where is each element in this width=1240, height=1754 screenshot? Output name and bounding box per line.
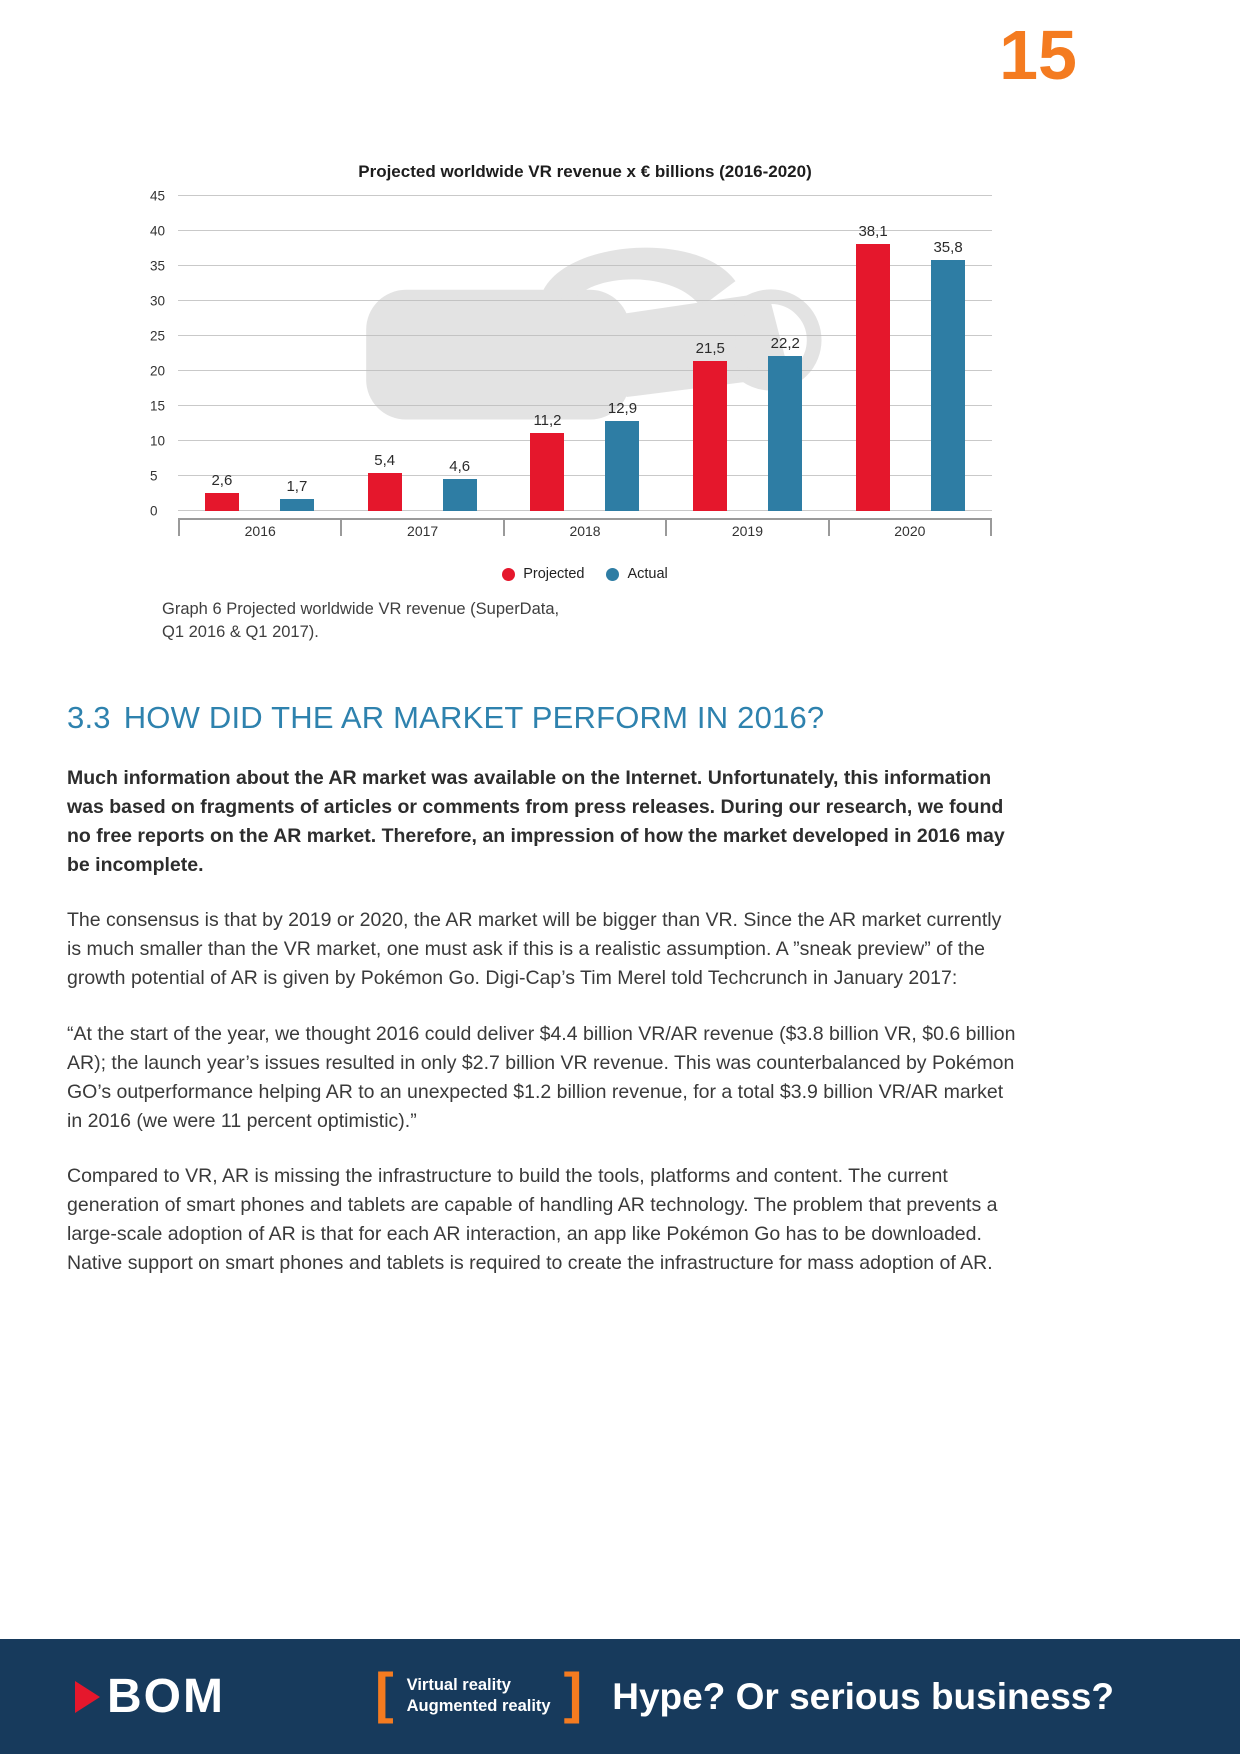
- bar: [605, 420, 640, 511]
- chart-caption-line2: Q1 2016 & Q1 2017).: [162, 623, 319, 642]
- footer-tagline: [ Virtual reality Augmented reality ]: [374, 1661, 583, 1725]
- paragraph-quote: “At the start of the year, we thought 20…: [67, 1022, 1016, 1132]
- chart-caption: Graph 6 Projected worldwide VR revenue (…: [162, 598, 1240, 644]
- legend-dot-icon: [606, 567, 620, 581]
- y-axis-label-15: 15: [150, 398, 166, 414]
- x-axis-label-2016: 2016: [178, 520, 340, 539]
- gridline-5: [178, 475, 992, 477]
- y-axis-label-30: 30: [150, 293, 166, 309]
- bar-projected-2020: 38,1: [856, 223, 891, 511]
- bar-group-2016: 2,6 1,7: [178, 196, 341, 511]
- chart-section: Projected worldwide VR revenue x € billi…: [150, 162, 993, 582]
- gridline-30: [178, 300, 992, 301]
- y-axis-label-45: 45: [150, 188, 166, 204]
- bar-actual-2016: 1,7: [279, 478, 314, 511]
- y-axis-label-10: 10: [150, 433, 166, 449]
- bar: [530, 432, 565, 511]
- footer: BOM [ Virtual reality Augmented reality …: [0, 1639, 1240, 1754]
- y-axis-label-5: 5: [150, 468, 158, 484]
- bar: [204, 492, 239, 511]
- chart-caption-line1: Graph 6 Projected worldwide VR revenue (…: [162, 600, 560, 618]
- bar-value-label: 11,2: [533, 411, 562, 429]
- bar-value-label: 12,9: [607, 399, 638, 417]
- bar: [442, 478, 477, 511]
- section-title: HOW DID THE AR MARKET PERFORM IN 2016?: [123, 700, 825, 736]
- bar-group-2017: 5,4 4,6: [341, 196, 504, 511]
- bar-projected-2019: 21,5: [693, 339, 728, 511]
- section-number: 3.3: [67, 700, 111, 736]
- bom-logo: BOM: [75, 1669, 225, 1723]
- vr-headset-watermark-icon: [365, 247, 822, 420]
- logo-text: BOM: [107, 1669, 225, 1723]
- gridline-25: [178, 335, 992, 336]
- gridline-35: [178, 265, 992, 266]
- bar: [367, 473, 402, 511]
- paragraph-consensus: The consensus is that by 2019 or 2020, t…: [67, 909, 1002, 990]
- legend-label: Actual: [627, 566, 668, 582]
- page-number: 15: [999, 16, 1077, 94]
- bar-value-label: 2,6: [211, 471, 233, 489]
- bar: [279, 499, 314, 511]
- legend-item-projected: Projected: [502, 566, 584, 582]
- section-heading: 3.3 HOW DID THE AR MARKET PERFORM IN 2016…: [67, 700, 1240, 736]
- paragraph-infrastructure: Compared to VR, AR is missing the infras…: [67, 1164, 998, 1274]
- bar: [693, 360, 728, 511]
- bar-value-label: 5,4: [374, 452, 396, 470]
- bracket-right: ]: [563, 1661, 583, 1725]
- tagline-line2: Augmented reality: [406, 1697, 551, 1716]
- gridline-10: [178, 440, 992, 442]
- chart-plot: 2,6 1,7 5,4 4,6 11,2 12,9 21,5 22,2 38,1 35,8 0 5 1…: [150, 189, 992, 519]
- bar-value-label: 22,2: [770, 334, 800, 352]
- x-axis-label-2017: 2017: [340, 520, 502, 539]
- gridline-15: [178, 405, 992, 406]
- gridline-0: [178, 510, 992, 511]
- y-axis-label-35: 35: [150, 258, 166, 274]
- legend-dot-icon: [502, 567, 516, 581]
- bar: [931, 260, 966, 511]
- bar-value-label: 4,6: [449, 457, 471, 475]
- chart-bars: 2,6 1,7 5,4 4,6 11,2 12,9 21,5 22,2 38,1 35,8: [178, 196, 992, 511]
- y-axis-label-20: 20: [150, 363, 166, 379]
- bracket-left: [: [374, 1661, 394, 1725]
- x-axis-label-2020: 2020: [827, 520, 993, 539]
- bar: [856, 244, 891, 511]
- x-axis-label-2019: 2019: [665, 520, 827, 539]
- logo-triangle-icon: [75, 1680, 100, 1713]
- gridline-45: [178, 195, 992, 196]
- bar-projected-2018: 11,2: [530, 411, 565, 511]
- footer-headline: Hype? Or serious business?: [612, 1675, 1114, 1717]
- gridline-20: [178, 370, 992, 372]
- x-axis-label-2018: 2018: [502, 520, 665, 539]
- chart-title: Projected worldwide VR revenue x € billi…: [358, 162, 812, 181]
- bar-value-label: 1,7: [286, 478, 308, 496]
- bar-group-2020: 38,1 35,8: [829, 196, 992, 511]
- bar-actual-2020: 35,8: [931, 239, 966, 511]
- y-axis-label-25: 25: [150, 328, 166, 344]
- y-axis-label-40: 40: [150, 223, 166, 239]
- bar-value-label: 21,5: [695, 339, 725, 357]
- bar-value-label: 38,1: [858, 223, 888, 241]
- gridline-40: [178, 230, 992, 232]
- chart-legend: Projected Actual: [178, 566, 992, 582]
- bar: [768, 355, 803, 511]
- chart-x-axis: 2016 2017 2018 2019 2020: [178, 518, 993, 539]
- bar-group-2018: 11,2 12,9: [504, 196, 667, 511]
- legend-label: Projected: [523, 566, 585, 582]
- bar-actual-2017: 4,6: [442, 457, 477, 511]
- tagline-line1: Virtual reality: [406, 1676, 511, 1695]
- legend-item-actual: Actual: [606, 566, 668, 582]
- bar-actual-2018: 12,9: [605, 399, 640, 511]
- y-axis-label-0: 0: [150, 503, 158, 519]
- bar-projected-2016: 2,6: [204, 471, 239, 511]
- lead-paragraph: Much information about the AR market was…: [67, 767, 1005, 877]
- bar-value-label: 35,8: [933, 239, 963, 257]
- bar-group-2019: 21,5 22,2: [666, 196, 829, 511]
- bar-projected-2017: 5,4: [367, 452, 402, 511]
- bar-actual-2019: 22,2: [768, 334, 803, 511]
